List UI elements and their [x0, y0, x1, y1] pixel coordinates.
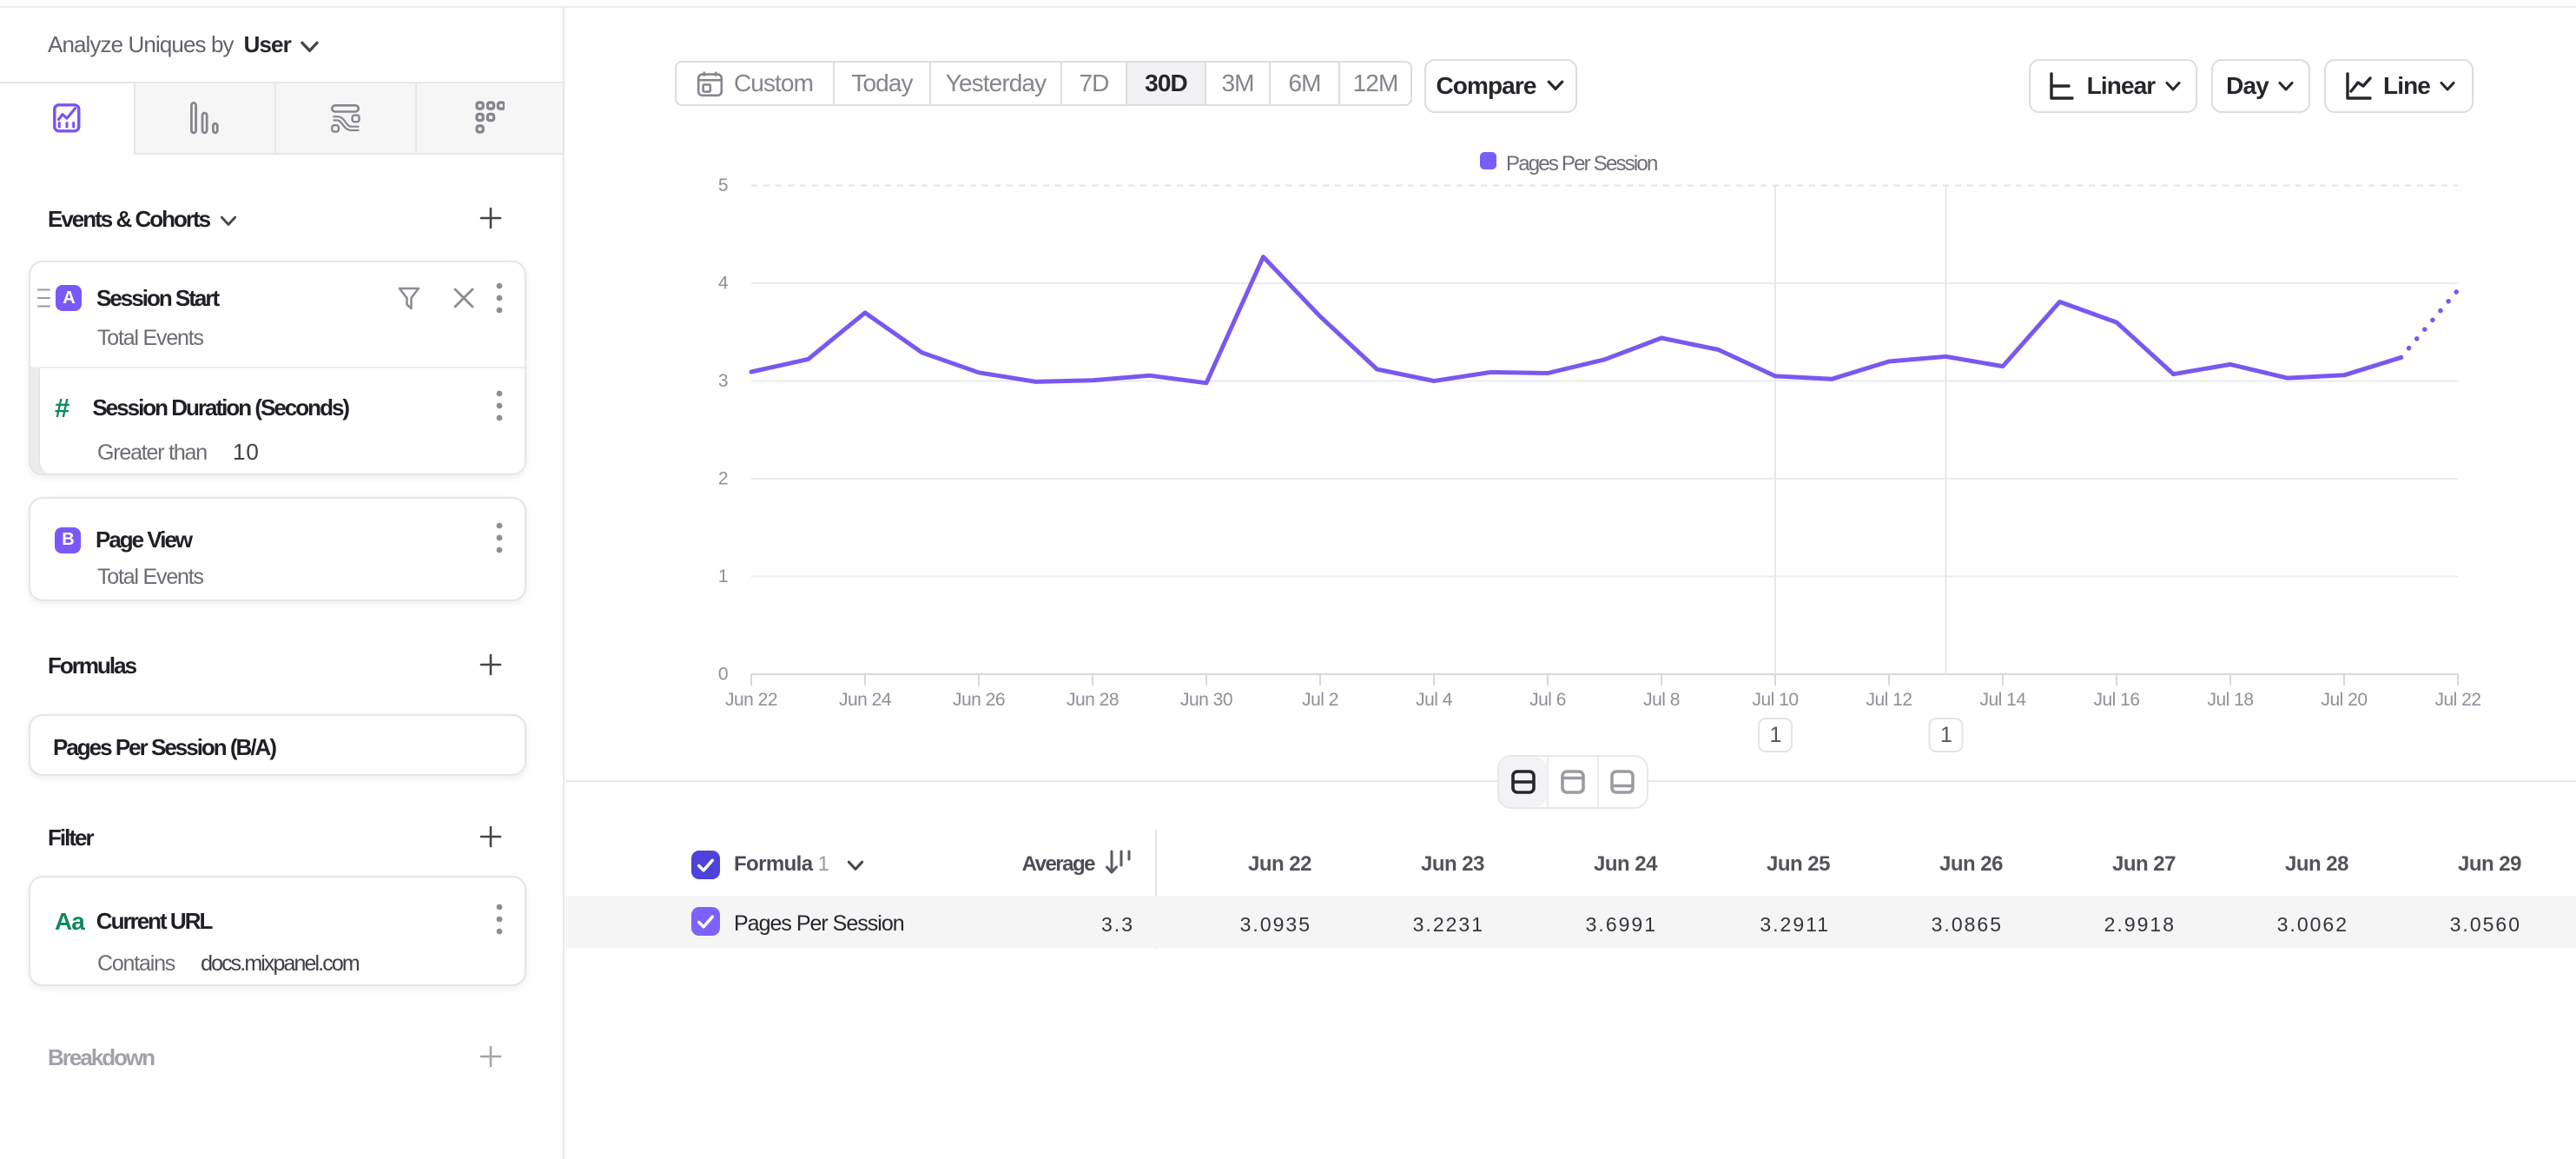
svg-text:1: 1 — [1769, 723, 1780, 747]
svg-text:Jun 22: Jun 22 — [725, 690, 777, 710]
svg-text:Jul 10: Jul 10 — [1752, 690, 1798, 710]
svg-text:Jul 14: Jul 14 — [1979, 690, 2026, 710]
svg-text:Jul 20: Jul 20 — [2321, 690, 2367, 710]
svg-text:Jul 16: Jul 16 — [2093, 690, 2139, 710]
svg-text:Jul 22: Jul 22 — [2434, 690, 2480, 710]
svg-text:5: 5 — [718, 176, 728, 195]
svg-text:0: 0 — [718, 665, 728, 685]
svg-text:3: 3 — [718, 371, 728, 391]
svg-text:1: 1 — [718, 566, 728, 586]
svg-text:Jun 28: Jun 28 — [1067, 690, 1119, 710]
svg-text:Jul 18: Jul 18 — [2207, 690, 2253, 710]
svg-text:Jun 26: Jun 26 — [953, 690, 1005, 710]
svg-text:2: 2 — [718, 469, 728, 489]
svg-text:Jul 8: Jul 8 — [1643, 690, 1680, 710]
svg-text:Pages Per Session: Pages Per Session — [1506, 152, 1657, 176]
svg-text:Jun 24: Jun 24 — [839, 690, 892, 710]
svg-text:Jul 6: Jul 6 — [1529, 690, 1566, 710]
svg-text:1: 1 — [1940, 723, 1952, 747]
svg-text:Jul 12: Jul 12 — [1866, 690, 1912, 710]
svg-text:4: 4 — [718, 274, 729, 294]
svg-text:Jul 2: Jul 2 — [1302, 690, 1338, 710]
svg-text:Jul 4: Jul 4 — [1416, 690, 1453, 710]
svg-text:Jun 30: Jun 30 — [1180, 690, 1232, 710]
